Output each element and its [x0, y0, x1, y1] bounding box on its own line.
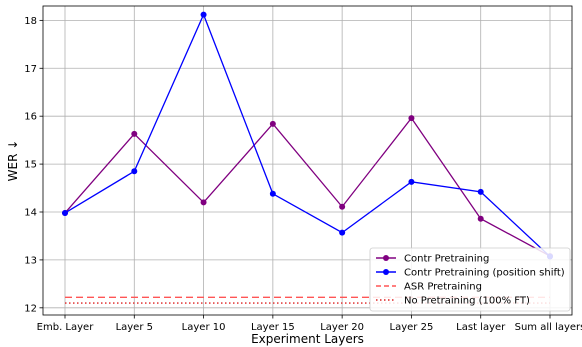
x-tick-label: Layer 5: [116, 322, 153, 333]
legend-label: ASR Pretraining: [404, 282, 482, 293]
x-axis-label: Experiment Layers: [251, 332, 364, 346]
series-line: [65, 118, 550, 256]
y-tick-label: 16: [24, 112, 37, 123]
legend-label: No Pretraining (100% FT): [404, 296, 530, 307]
legend-label: Contr Pretraining: [404, 254, 489, 265]
data-point: [478, 216, 484, 222]
data-point: [201, 199, 207, 205]
data-point: [270, 191, 276, 197]
data-point: [201, 12, 207, 18]
legend-marker: [383, 269, 389, 275]
data-point: [339, 230, 345, 236]
x-tick-label: Layer 25: [390, 322, 434, 333]
series-line: [65, 15, 550, 257]
data-point: [408, 115, 414, 121]
x-tick-label: Emb. Layer: [37, 322, 95, 333]
legend-label: Contr Pretraining (position shift): [404, 268, 565, 279]
data-point: [131, 168, 137, 174]
y-tick-label: 12: [24, 303, 37, 314]
y-tick-label: 13: [24, 255, 37, 266]
y-tick-label: 14: [24, 208, 37, 219]
x-ticks: Emb. Layer Layer 5 Layer 10 Layer 15 Layer 2…: [37, 315, 582, 333]
y-tick-label: 17: [24, 64, 37, 75]
data-point: [478, 189, 484, 195]
data-point: [131, 131, 137, 137]
series-lines: [62, 12, 553, 260]
legend-marker: [383, 255, 389, 261]
y-ticks: 12 13 14 15 16 17 18: [24, 16, 43, 314]
y-axis-label: WER ↓: [6, 140, 20, 182]
x-tick-label: Sum all layers: [515, 322, 582, 333]
legend: Contr Pretraining Contr Pretraining (posi…: [370, 248, 570, 311]
data-point: [339, 204, 345, 210]
data-point: [408, 179, 414, 185]
data-point: [270, 121, 276, 127]
x-tick-label: Last layer: [456, 322, 506, 333]
y-tick-label: 15: [24, 160, 37, 171]
x-tick-label: Layer 10: [182, 322, 226, 333]
y-tick-label: 18: [24, 16, 37, 27]
data-point: [62, 210, 68, 216]
